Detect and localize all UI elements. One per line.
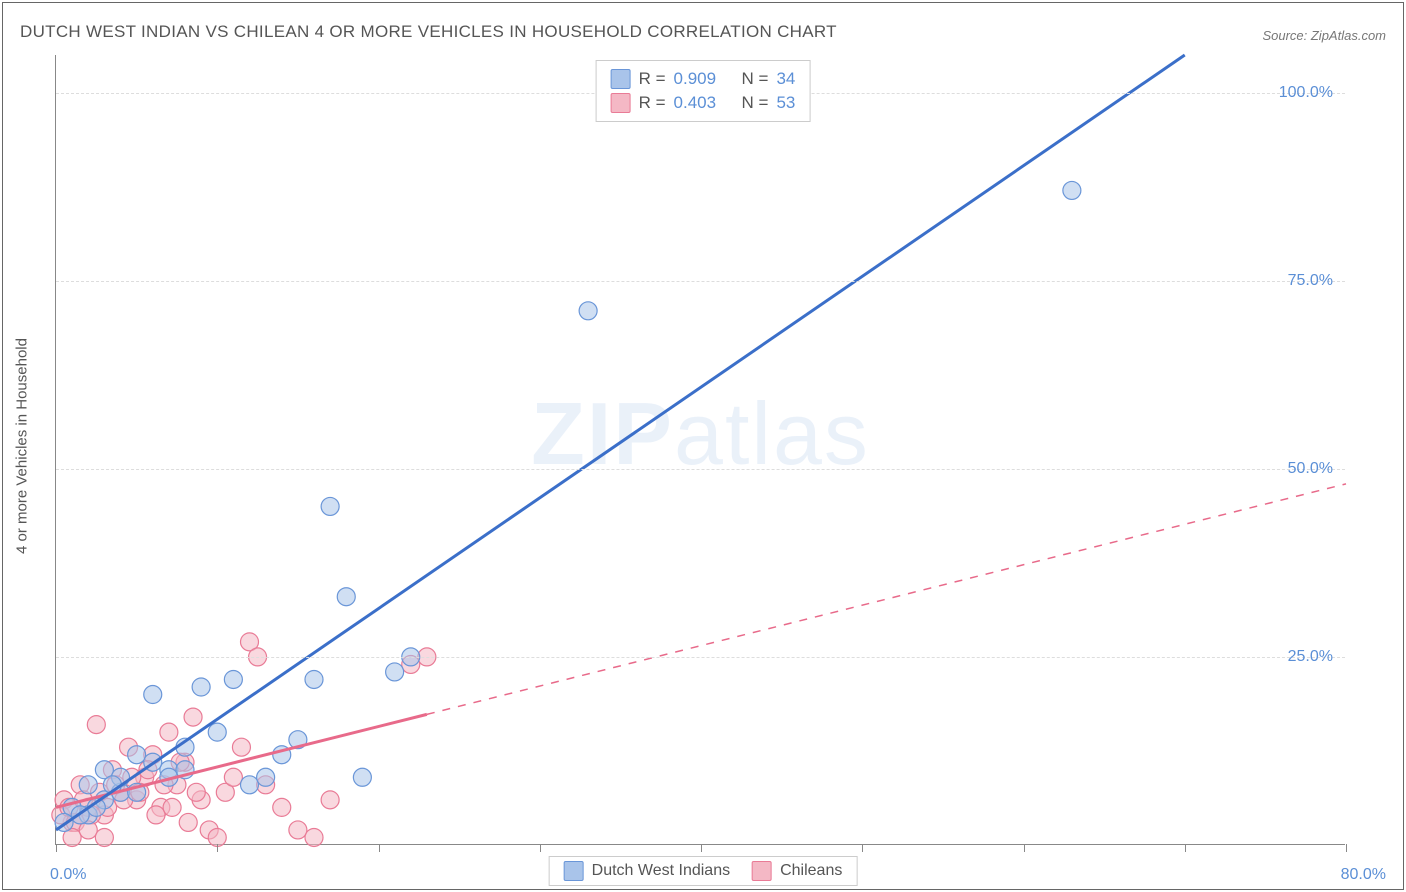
scatter-point-chileans (232, 738, 250, 756)
scatter-point-chileans (273, 798, 291, 816)
scatter-point-chileans (289, 821, 307, 839)
chart-container: DUTCH WEST INDIAN VS CHILEAN 4 OR MORE V… (0, 0, 1406, 892)
scatter-point-chileans (87, 716, 105, 734)
scatter-point-dutch-west-indians (257, 768, 275, 786)
scatter-point-dutch-west-indians (224, 670, 242, 688)
scatter-point-dutch-west-indians (208, 723, 226, 741)
y-tick-label: 25.0% (1288, 648, 1333, 666)
legend-stats-row-2: R = 0.403 N = 53 (611, 91, 796, 115)
swatch-series2 (611, 93, 631, 113)
x-axis-min-label: 0.0% (50, 866, 86, 884)
x-tick (701, 844, 702, 852)
scatter-point-chileans (224, 768, 242, 786)
legend-item-2: Chileans (752, 861, 842, 881)
swatch-series1 (611, 69, 631, 89)
legend-bottom: Dutch West Indians Chileans (549, 856, 858, 886)
swatch-series2-bottom (752, 861, 772, 881)
y-tick-label: 50.0% (1288, 460, 1333, 478)
plot-area: ZIPatlas 25.0%50.0%75.0%100.0% (55, 55, 1345, 845)
scatter-point-dutch-west-indians (1063, 181, 1081, 199)
y-tick-label: 100.0% (1279, 84, 1333, 102)
scatter-point-dutch-west-indians (192, 678, 210, 696)
x-tick (379, 844, 380, 852)
scatter-point-dutch-west-indians (353, 768, 371, 786)
scatter-point-dutch-west-indians (128, 746, 146, 764)
x-axis-max-label: 80.0% (1341, 866, 1386, 884)
chart-svg (56, 55, 1345, 844)
scatter-point-chileans (305, 828, 323, 846)
y-axis-title: 4 or more Vehicles in Household (14, 338, 31, 554)
y-tick-label: 75.0% (1288, 272, 1333, 290)
scatter-point-dutch-west-indians (241, 776, 259, 794)
scatter-point-dutch-west-indians (337, 588, 355, 606)
x-tick (540, 844, 541, 852)
chart-title: DUTCH WEST INDIAN VS CHILEAN 4 OR MORE V… (20, 22, 837, 42)
legend-stats-box: R = 0.909 N = 34 R = 0.403 N = 53 (596, 60, 811, 122)
x-tick (56, 844, 57, 852)
gridline (56, 657, 1345, 658)
scatter-point-dutch-west-indians (79, 776, 97, 794)
scatter-point-chileans (187, 783, 205, 801)
scatter-point-chileans (179, 813, 197, 831)
legend-stats-row-1: R = 0.909 N = 34 (611, 67, 796, 91)
scatter-point-dutch-west-indians (144, 686, 162, 704)
x-tick (1346, 844, 1347, 852)
scatter-point-dutch-west-indians (321, 497, 339, 515)
gridline (56, 281, 1345, 282)
scatter-point-chileans (147, 806, 165, 824)
trend-line-dashed (427, 484, 1346, 715)
trend-line (56, 55, 1185, 830)
scatter-point-chileans (184, 708, 202, 726)
scatter-point-chileans (160, 723, 178, 741)
gridline (56, 469, 1345, 470)
x-tick (217, 844, 218, 852)
scatter-point-dutch-west-indians (305, 670, 323, 688)
scatter-point-dutch-west-indians (579, 302, 597, 320)
source-attribution: Source: ZipAtlas.com (1262, 28, 1386, 43)
x-tick (862, 844, 863, 852)
legend-item-1: Dutch West Indians (564, 861, 730, 881)
x-tick (1024, 844, 1025, 852)
swatch-series1-bottom (564, 861, 584, 881)
scatter-point-dutch-west-indians (386, 663, 404, 681)
scatter-point-chileans (95, 828, 113, 846)
scatter-point-chileans (321, 791, 339, 809)
scatter-point-chileans (163, 798, 181, 816)
x-tick (1185, 844, 1186, 852)
